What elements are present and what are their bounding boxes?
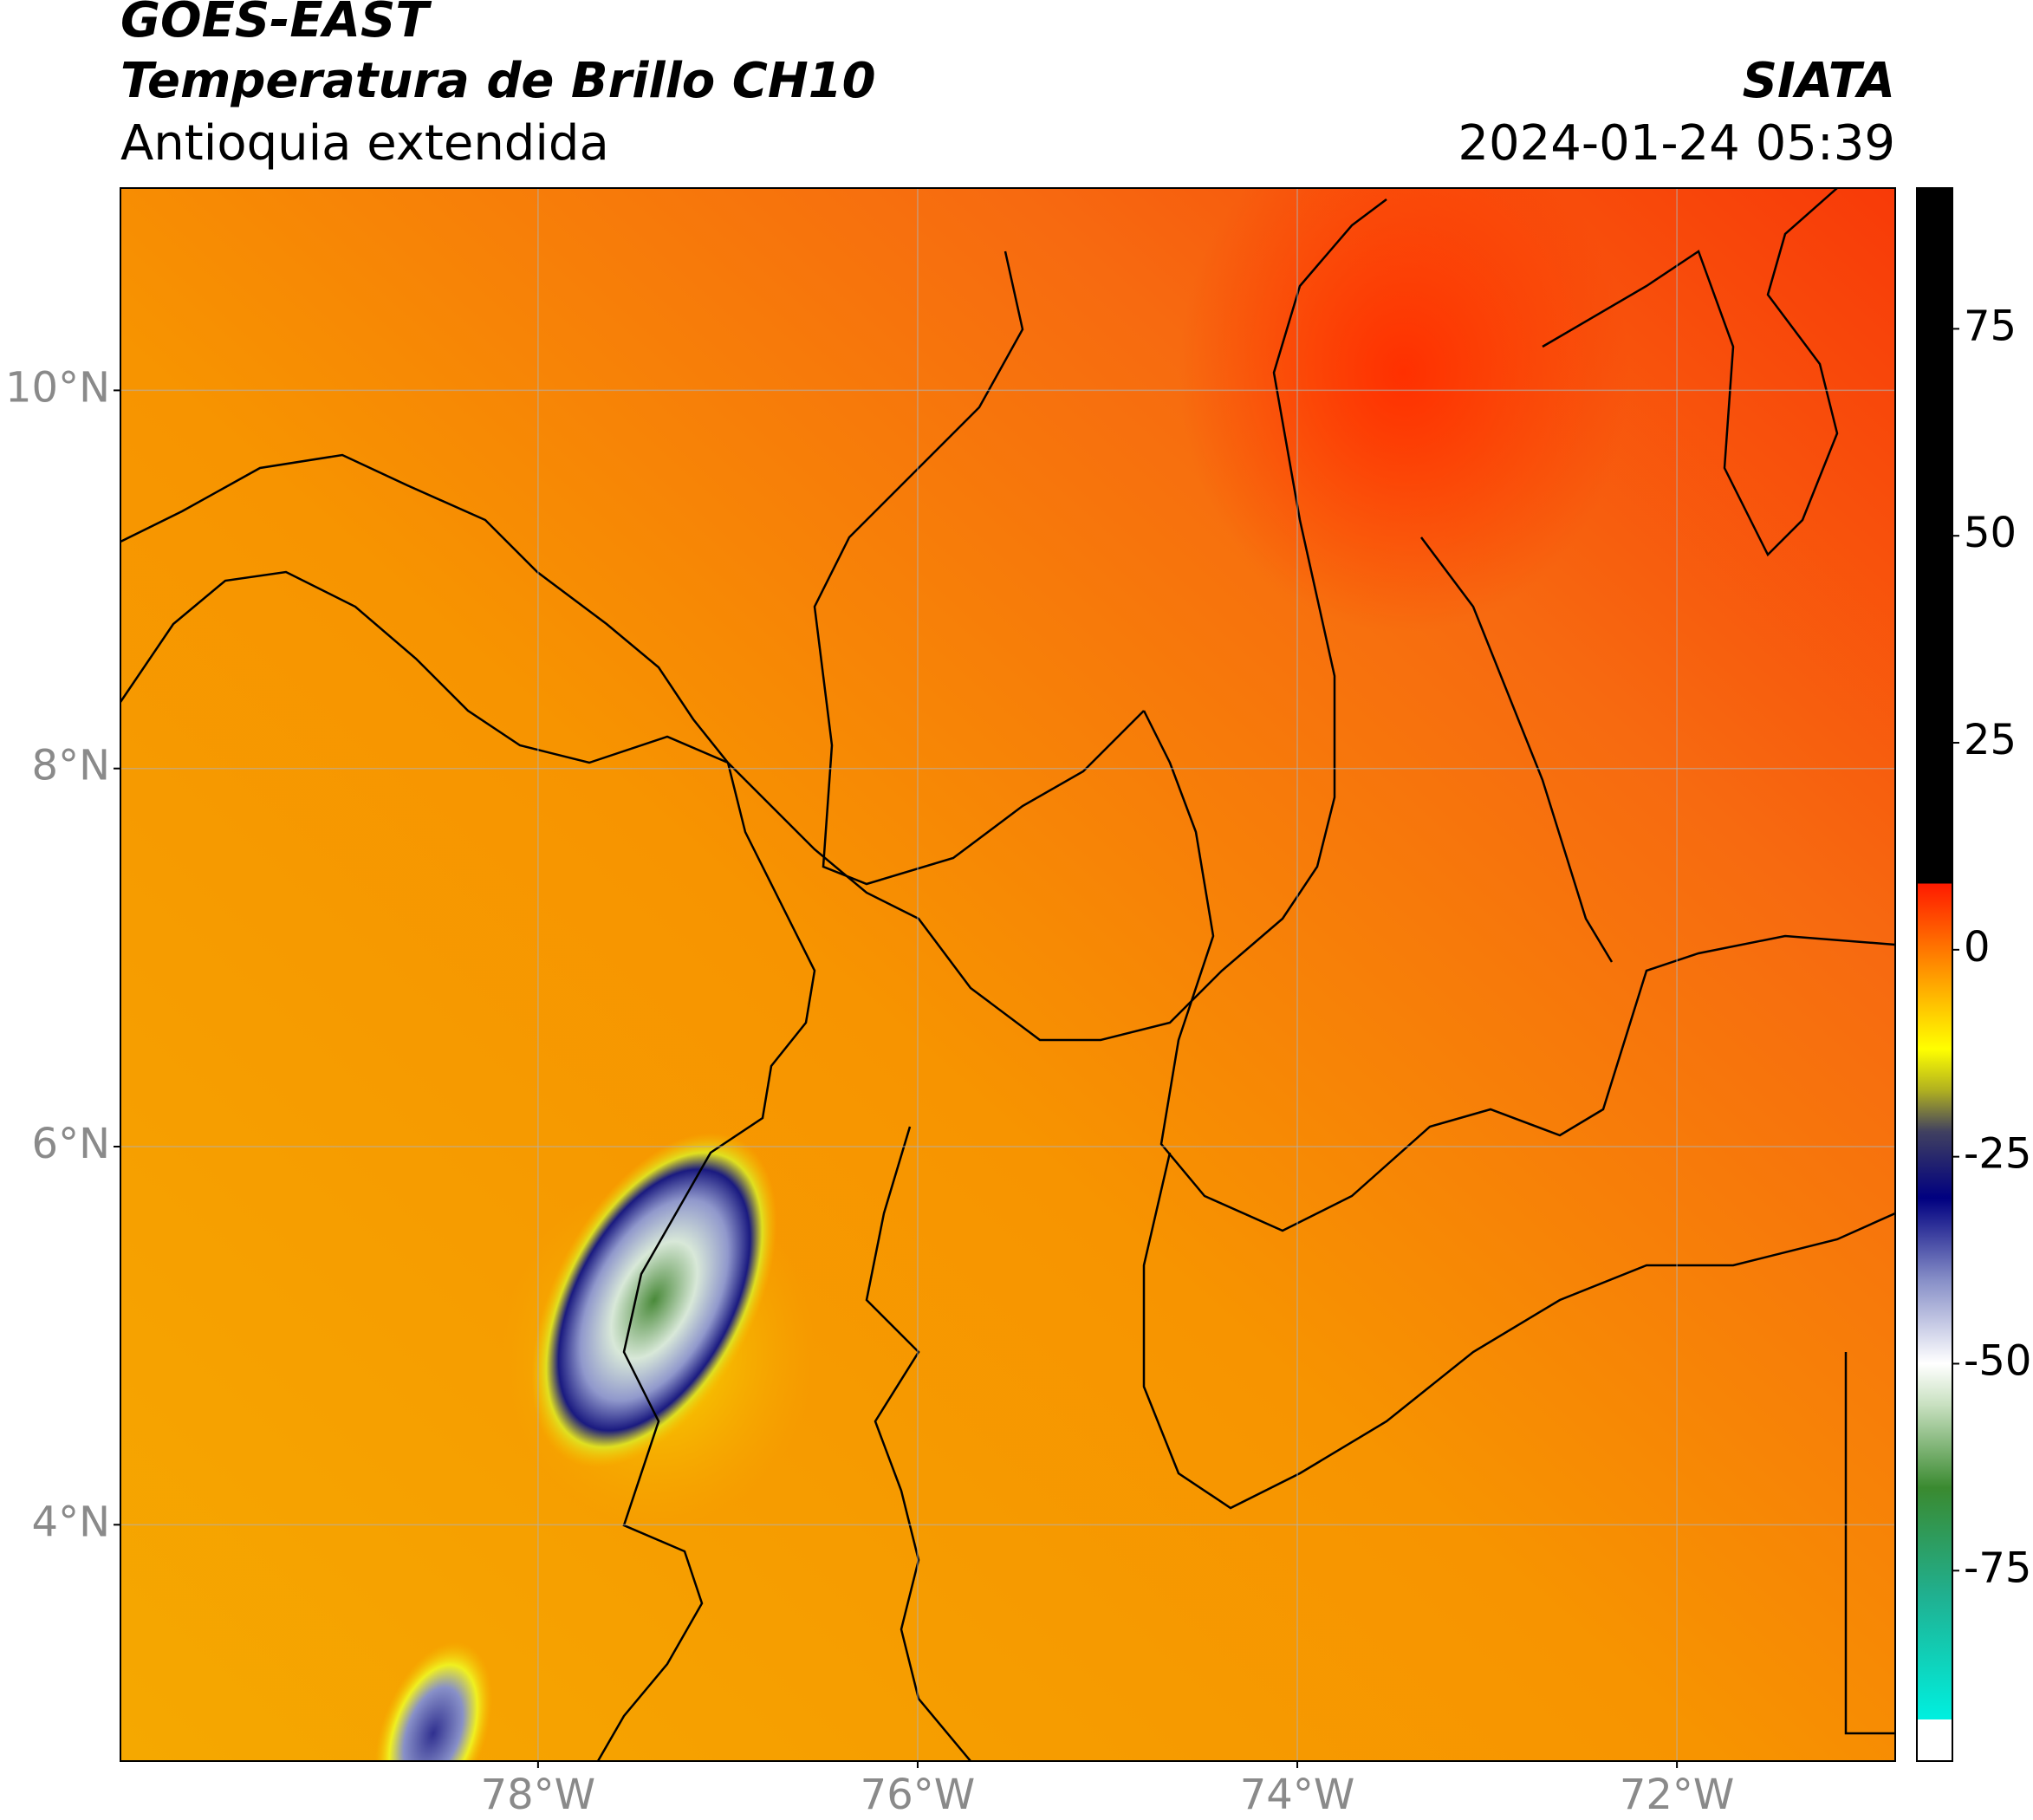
warm-area <box>1179 188 1629 633</box>
subtitle: Temperatura de Brillo CH10 <box>120 53 876 109</box>
source: SIATA <box>1743 53 1895 109</box>
y-tick-label: 4°N <box>32 1498 110 1546</box>
colorbar-tick-label: -50 <box>1964 1336 2031 1385</box>
colorbar-tick-label: 75 <box>1964 302 2017 350</box>
colorbar-tick-label: -25 <box>1964 1130 2031 1179</box>
grid <box>120 188 1895 1761</box>
colorbar-tick-label: 0 <box>1964 923 1991 972</box>
y-tick-label: 6°N <box>32 1120 110 1168</box>
region: Antioquia extendida <box>120 115 609 172</box>
map-frame <box>120 187 1896 1762</box>
colorbar-tick-label: 50 <box>1964 509 2017 557</box>
y-tick-label: 8°N <box>32 742 110 790</box>
boundaries <box>120 188 1895 1761</box>
x-tick-label: 72°W <box>1620 1771 1735 1819</box>
x-tick-label: 76°W <box>861 1771 976 1819</box>
colorbar-tick-label: 25 <box>1964 716 2017 764</box>
cloud <box>374 1641 492 1761</box>
cloud <box>531 1132 777 1468</box>
x-tick-label: 78°W <box>481 1771 596 1819</box>
map-field <box>120 188 1895 1761</box>
datetime: 2024-01-24 05:39 <box>1458 115 1895 172</box>
y-tick-label: 10°N <box>5 363 110 412</box>
colorbar-tick-label: -75 <box>1964 1544 2031 1592</box>
title: GOES-EAST <box>120 0 432 49</box>
x-tick-label: 74°W <box>1240 1771 1355 1819</box>
colorbar <box>1916 187 1953 1762</box>
